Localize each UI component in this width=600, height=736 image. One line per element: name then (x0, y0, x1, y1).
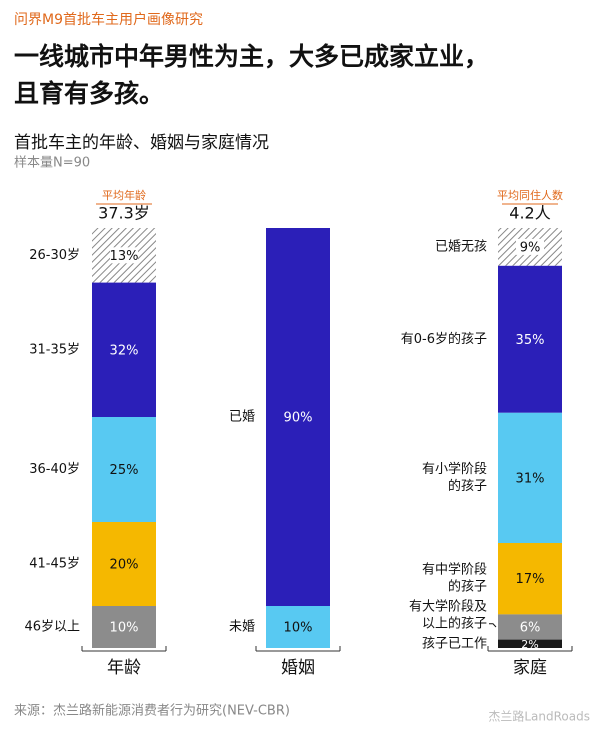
segment (92, 417, 156, 522)
segment (266, 228, 330, 606)
segment (498, 412, 562, 543)
value-label: 2% (521, 638, 538, 651)
category-label: 有中学阶段 (422, 561, 487, 577)
value-label-bg (110, 247, 138, 264)
chart-subtitle: 样本量N=90 (14, 156, 90, 171)
segment (92, 282, 156, 417)
category-label: 未婚 (229, 620, 255, 635)
value-label: 35% (516, 333, 545, 348)
category-label: 有小学阶段 (422, 461, 487, 477)
category-label: 26-30岁 (29, 248, 80, 263)
category-label: 已婚无孩 (435, 239, 487, 254)
category-label: 有0-6岁的孩子 (401, 331, 487, 347)
column-label: 婚姻 (281, 658, 315, 678)
category-label: 已婚 (229, 410, 255, 425)
series-label: 问界M9首批车主用户画像研究 (14, 11, 203, 28)
value-label: 17% (516, 572, 545, 587)
stat-value: 37.3岁 (98, 204, 150, 223)
category-label: 36-40岁 (29, 462, 80, 477)
value-label-bg (516, 238, 544, 255)
stat-label: 平均同住人数 (497, 188, 563, 202)
headline: 且育有多孩。 (14, 79, 164, 108)
value-label: 13% (110, 249, 139, 264)
leader-line (489, 623, 497, 628)
value-label: 90% (284, 411, 313, 426)
category-label: 以上的孩子 (422, 615, 487, 631)
segment (92, 606, 156, 648)
category-label: 的孩子 (448, 478, 487, 494)
category-label: 孩子已工作 (422, 636, 487, 651)
value-label: 6% (520, 621, 541, 636)
value-label: 10% (284, 621, 313, 636)
segment (266, 606, 330, 648)
segment (498, 543, 562, 615)
value-label: 20% (110, 558, 139, 573)
category-label: 的孩子 (448, 578, 487, 594)
segment (92, 522, 156, 606)
segment (498, 614, 562, 640)
value-label: 25% (110, 463, 139, 478)
watermark: 杰兰路LandRoads (488, 709, 590, 724)
value-label: 10% (110, 621, 139, 636)
source: 来源：杰兰路新能源消费者行为研究(NEV-CBR) (14, 703, 290, 719)
chart-title: 首批车主的年龄、婚姻与家庭情况 (14, 133, 269, 153)
stat-value: 4.2人 (509, 204, 550, 223)
value-label: 32% (110, 343, 139, 358)
category-label: 41-45岁 (29, 557, 80, 572)
value-label: 9% (520, 240, 541, 255)
segment (498, 265, 562, 413)
value-label: 31% (516, 471, 545, 486)
category-label: 31-35岁 (29, 342, 80, 357)
category-label: 46岁以上 (24, 620, 80, 635)
headline: 一线城市中年男性为主，大多已成家立业， (14, 42, 489, 71)
column-label: 家庭 (513, 658, 547, 678)
segment (498, 639, 562, 648)
column-label: 年龄 (107, 658, 141, 678)
stat-label: 平均年龄 (102, 188, 146, 202)
category-label: 有大学阶段及 (409, 598, 487, 614)
